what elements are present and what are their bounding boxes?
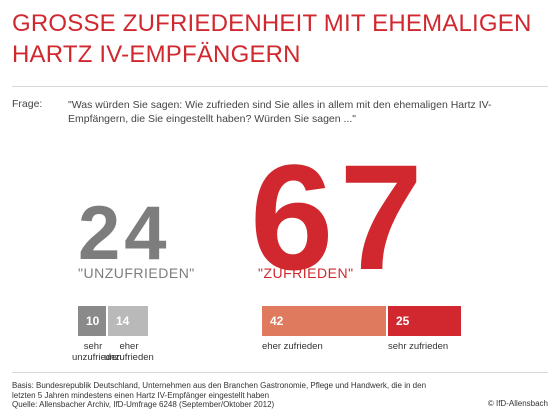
- summary-value-unzufrieden: 24: [78, 191, 171, 276]
- bar-eher-unzufrieden: 14: [108, 306, 148, 336]
- question-text: "Was würden Sie sagen: Wie zufrieden sin…: [68, 99, 492, 125]
- bar-label-sehr-unzufrieden: sehr unzufrieden: [72, 341, 122, 363]
- bar-eher-zufrieden: 42: [262, 306, 386, 336]
- bar-label-eher-zufrieden: eher zufrieden: [262, 341, 323, 352]
- summary-label-unzufrieden: "UNZUFRIEDEN": [78, 265, 195, 281]
- bar-label-eher-unzufrieden: eher unzufrieden: [104, 341, 154, 363]
- footer-divider: [12, 372, 548, 373]
- page-title: GROSSE ZUFRIEDENHEIT MIT EHEMALIGEN HART…: [12, 10, 532, 68]
- bar-sehr-unzufrieden: 10: [78, 306, 106, 336]
- bar-sehr-zufrieden: 25: [388, 306, 461, 336]
- footer-source: Quelle: Allensbacher Archiv, IfD-Umfrage…: [12, 400, 275, 409]
- question-label: Frage:: [12, 98, 43, 110]
- footer-notes: Basis: Bundesrepublik Deutschland, Unter…: [12, 381, 442, 410]
- footer-basis: Basis: Bundesrepublik Deutschland, Unter…: [12, 381, 427, 400]
- summary-value-zufrieden: 67: [250, 133, 429, 301]
- bar-label-sehr-zufrieden: sehr zufrieden: [388, 341, 449, 352]
- summary-label-zufrieden: "ZUFRIEDEN": [258, 265, 354, 281]
- copyright: © IfD-Allensbach: [487, 399, 548, 408]
- title-divider: [12, 86, 548, 87]
